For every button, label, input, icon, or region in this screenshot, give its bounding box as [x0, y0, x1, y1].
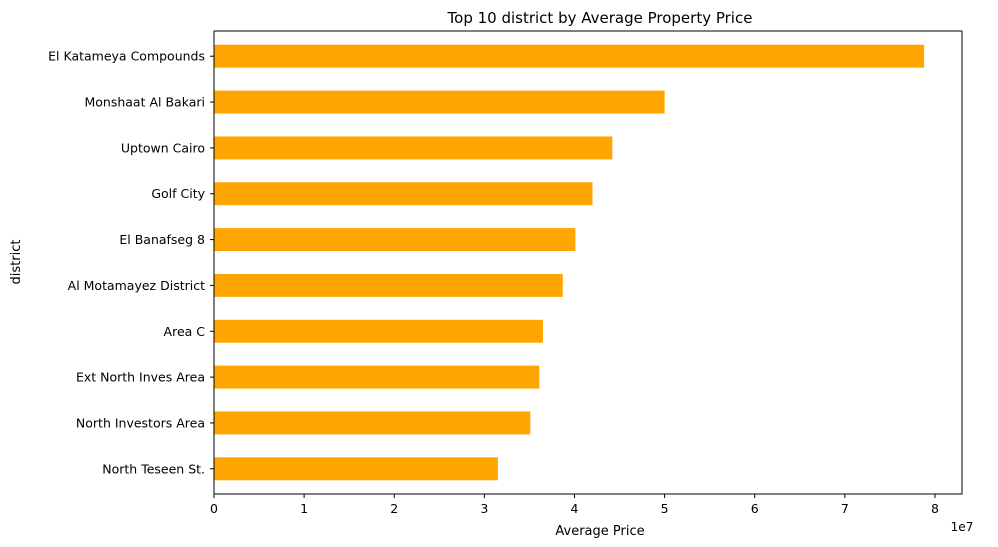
bar: [214, 90, 665, 114]
x-axis-label: Average Price: [555, 524, 644, 539]
bars: [214, 44, 925, 481]
x-tick-label: 8: [931, 501, 939, 516]
y-tick-label: El Banafseg 8: [119, 232, 205, 247]
plot-frame: [213, 30, 963, 495]
x-tick-label: 4: [571, 501, 579, 516]
y-tick-label: Uptown Cairo: [121, 140, 205, 155]
chart-title: Top 10 district by Average Property Pric…: [447, 9, 753, 27]
bar: [214, 44, 925, 68]
bar: [214, 365, 540, 389]
x-tick-label: 0: [210, 501, 218, 516]
bar: [214, 228, 576, 252]
x-tick-label: 5: [661, 501, 669, 516]
bar: [214, 182, 593, 206]
y-tick-label: El Katameya Compounds: [48, 49, 205, 64]
x-tick-label: 1: [300, 501, 308, 516]
x-tick-label: 3: [480, 501, 488, 516]
y-tick-label: Al Motamayez District: [68, 278, 205, 293]
x-tick-label: 2: [390, 501, 398, 516]
bar: [214, 457, 498, 481]
y-tick-label: Monshaat Al Bakari: [84, 95, 205, 110]
x-tick-label: 7: [841, 501, 849, 516]
y-tick-label: Golf City: [151, 186, 205, 201]
y-tick-label: North Investors Area: [76, 415, 205, 430]
bar: [214, 273, 563, 297]
x-ticks: 0 1 2 3 4 5 6 7 8: [210, 494, 939, 516]
y-axis-label: district: [9, 240, 24, 285]
y-tick-label: Ext North Inves Area: [76, 370, 205, 385]
y-tick-label: Area C: [164, 324, 206, 339]
bar: [214, 136, 613, 160]
x-axis-scale-label: 1e7: [951, 520, 974, 534]
x-tick-label: 6: [751, 501, 759, 516]
y-tick-label: North Teseen St.: [102, 461, 205, 476]
bar: [214, 411, 531, 435]
bar: [214, 319, 543, 343]
y-ticks: El Katameya Compounds Monshaat Al Bakari U…: [48, 49, 214, 476]
